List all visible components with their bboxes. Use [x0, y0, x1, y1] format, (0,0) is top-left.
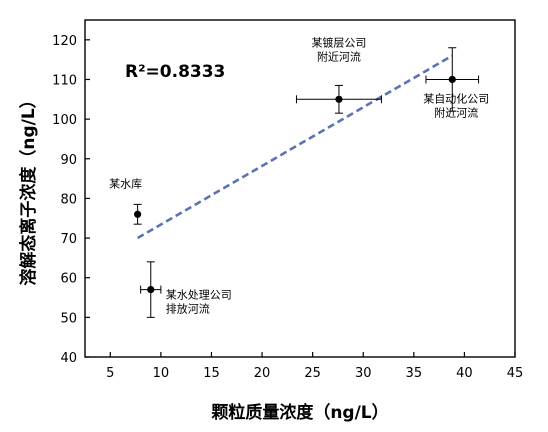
y-tick-label: 80 [60, 192, 77, 207]
x-tick-label: 35 [406, 366, 423, 381]
point-label: 某自动化公司 [423, 91, 489, 105]
x-tick-label: 25 [304, 366, 321, 381]
y-tick-label: 100 [52, 113, 77, 128]
x-tick-label: 30 [355, 366, 372, 381]
data-point [134, 210, 142, 218]
data-point [335, 95, 343, 103]
x-tick-label: 45 [507, 366, 524, 381]
y-tick-label: 40 [60, 351, 77, 366]
y-axis-ticks: 40 50 60 70 80 90 100 110 120 [52, 34, 90, 366]
data-point [448, 75, 456, 84]
y-axis-title: 溶解态离子浓度（ng/L） [18, 91, 39, 285]
plot-frame [84, 19, 516, 358]
y-tick-label: 50 [60, 311, 77, 326]
r-squared-annotation: R²=0.8333 [125, 62, 225, 82]
fit-line [136, 54, 453, 240]
x-tick-label: 40 [456, 366, 473, 381]
x-axis-title: 颗粒质量浓度（ng/L） [211, 402, 388, 423]
x-tick-label: 5 [106, 366, 114, 381]
y-tick-label: 60 [60, 272, 77, 287]
point-label: 某水处理公司 [166, 289, 232, 302]
point-label: 附近河流 [434, 105, 478, 119]
point-label: 附近河流 [317, 49, 361, 63]
y-tick-label: 110 [52, 73, 77, 88]
y-tick-label: 70 [60, 232, 77, 247]
y-tick-label: 90 [60, 153, 77, 168]
point-label: 排放河流 [166, 302, 210, 316]
point-label: 某水库 [109, 177, 142, 190]
x-tick-label: 20 [254, 366, 271, 381]
data-point-group: 某水库 [109, 177, 142, 225]
x-tick-label: 10 [153, 366, 170, 381]
y-tick-label: 120 [52, 34, 77, 49]
x-axis-ticks: 5 10 15 20 25 30 35 40 45 [106, 352, 523, 381]
point-label: 某镀层公司 [311, 35, 366, 49]
data-point [147, 286, 155, 294]
x-tick-label: 15 [203, 366, 220, 381]
